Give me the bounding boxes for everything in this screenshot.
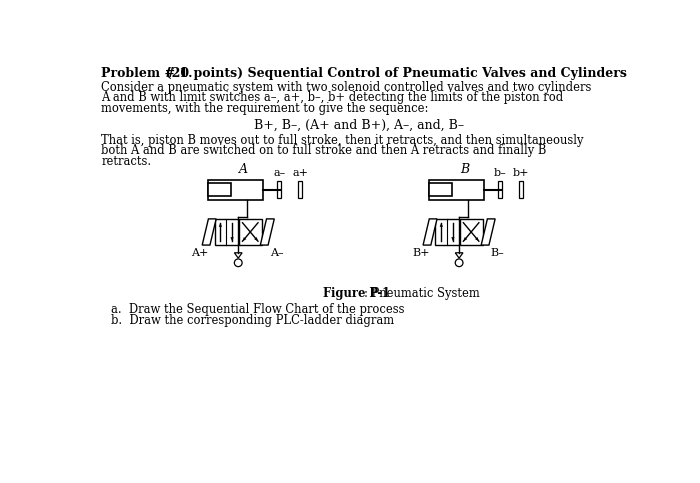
Bar — [277, 181, 281, 198]
Bar — [435, 219, 458, 245]
Text: a.  Draw the Sequential Flow Chart of the process: a. Draw the Sequential Flow Chart of the… — [111, 303, 405, 316]
Polygon shape — [455, 253, 463, 258]
Polygon shape — [463, 237, 467, 241]
Polygon shape — [260, 219, 274, 245]
Text: Consider a pneumatic system with two solenoid controlled valves and two cylinder: Consider a pneumatic system with two sol… — [102, 81, 592, 94]
Bar — [215, 219, 238, 245]
Polygon shape — [475, 237, 479, 241]
Text: movements, with the requirement to give the sequence:: movements, with the requirement to give … — [102, 102, 429, 115]
Polygon shape — [423, 219, 437, 245]
Polygon shape — [254, 237, 258, 241]
Text: b.  Draw the corresponding PLC-ladder diagram: b. Draw the corresponding PLC-ladder dia… — [111, 314, 394, 327]
Polygon shape — [219, 223, 222, 227]
Bar — [459, 219, 483, 245]
Text: A+: A+ — [191, 248, 209, 258]
Bar — [209, 183, 231, 197]
Bar — [498, 181, 502, 198]
Text: (20 points) Sequential Control of Pneumatic Valves and Cylinders: (20 points) Sequential Control of Pneuma… — [158, 67, 627, 80]
Text: retracts.: retracts. — [102, 155, 152, 168]
Text: B–: B– — [491, 248, 504, 258]
Text: both A and B are switched on to full stroke and then A retracts and finally B: both A and B are switched on to full str… — [102, 144, 547, 157]
Text: b+: b+ — [513, 168, 529, 178]
Text: : Pneumatic System: : Pneumatic System — [364, 287, 480, 300]
Text: Figure P-1: Figure P-1 — [323, 287, 390, 300]
Bar — [429, 180, 484, 199]
Text: B+: B+ — [412, 248, 430, 258]
Bar — [519, 181, 523, 198]
Text: a+: a+ — [292, 168, 308, 178]
Text: A–: A– — [270, 248, 284, 258]
Text: a–: a– — [273, 168, 286, 178]
Polygon shape — [202, 219, 216, 245]
Polygon shape — [234, 253, 242, 258]
Circle shape — [234, 259, 242, 267]
Polygon shape — [481, 219, 495, 245]
Polygon shape — [230, 237, 234, 241]
Text: A and B with limit switches a–, a+, b–, b+ detecting the limits of the piston ro: A and B with limit switches a–, a+, b–, … — [102, 91, 564, 104]
Bar — [239, 219, 262, 245]
Circle shape — [455, 259, 463, 267]
Polygon shape — [242, 237, 246, 241]
Polygon shape — [452, 237, 454, 241]
Bar — [298, 181, 302, 198]
Bar — [429, 183, 452, 197]
Text: B+, B–, (A+ and B+), A–, and, B–: B+, B–, (A+ and B+), A–, and, B– — [253, 118, 464, 131]
Polygon shape — [440, 223, 443, 227]
Text: Problem # 1.: Problem # 1. — [102, 67, 193, 80]
Bar — [209, 180, 262, 199]
Text: That is, piston B moves out to full stroke, then it retracts, and then simultane: That is, piston B moves out to full stro… — [102, 134, 584, 147]
Text: B: B — [460, 163, 469, 176]
Text: b–: b– — [494, 168, 507, 178]
Text: A: A — [239, 163, 248, 176]
